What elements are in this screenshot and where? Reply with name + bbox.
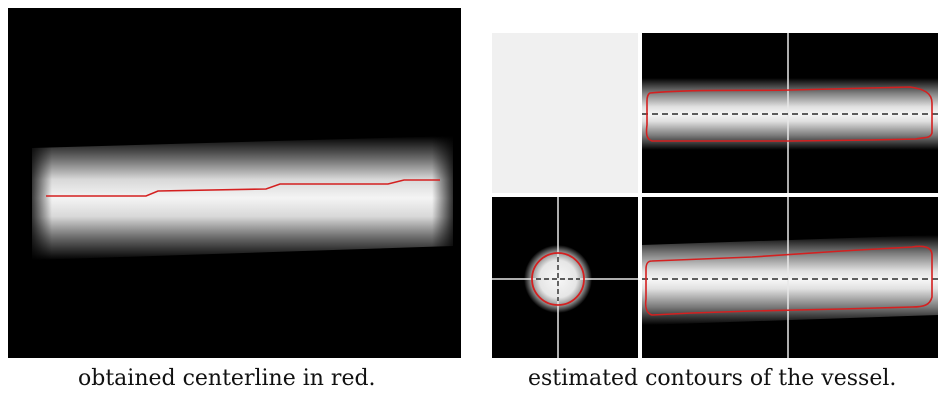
right-caption: estimated contours of the vessel. xyxy=(528,366,897,391)
left-panel xyxy=(8,8,461,358)
contour-top xyxy=(645,86,933,142)
left-caption: obtained centerline in red. xyxy=(78,366,376,391)
vessel-edge-fade xyxy=(26,128,458,268)
vessel-contour-views xyxy=(492,33,938,358)
right-panel xyxy=(492,33,938,358)
contour-cross-section xyxy=(531,252,585,306)
contour-bottom xyxy=(644,245,933,316)
top-right-view xyxy=(642,33,938,193)
separator-horizontal xyxy=(492,193,938,197)
centerline xyxy=(46,179,440,197)
empty-quadrant xyxy=(492,33,638,193)
vessel-centerline-image xyxy=(8,8,461,358)
bottom-left-view xyxy=(492,197,638,358)
bottom-right-view xyxy=(642,197,938,358)
